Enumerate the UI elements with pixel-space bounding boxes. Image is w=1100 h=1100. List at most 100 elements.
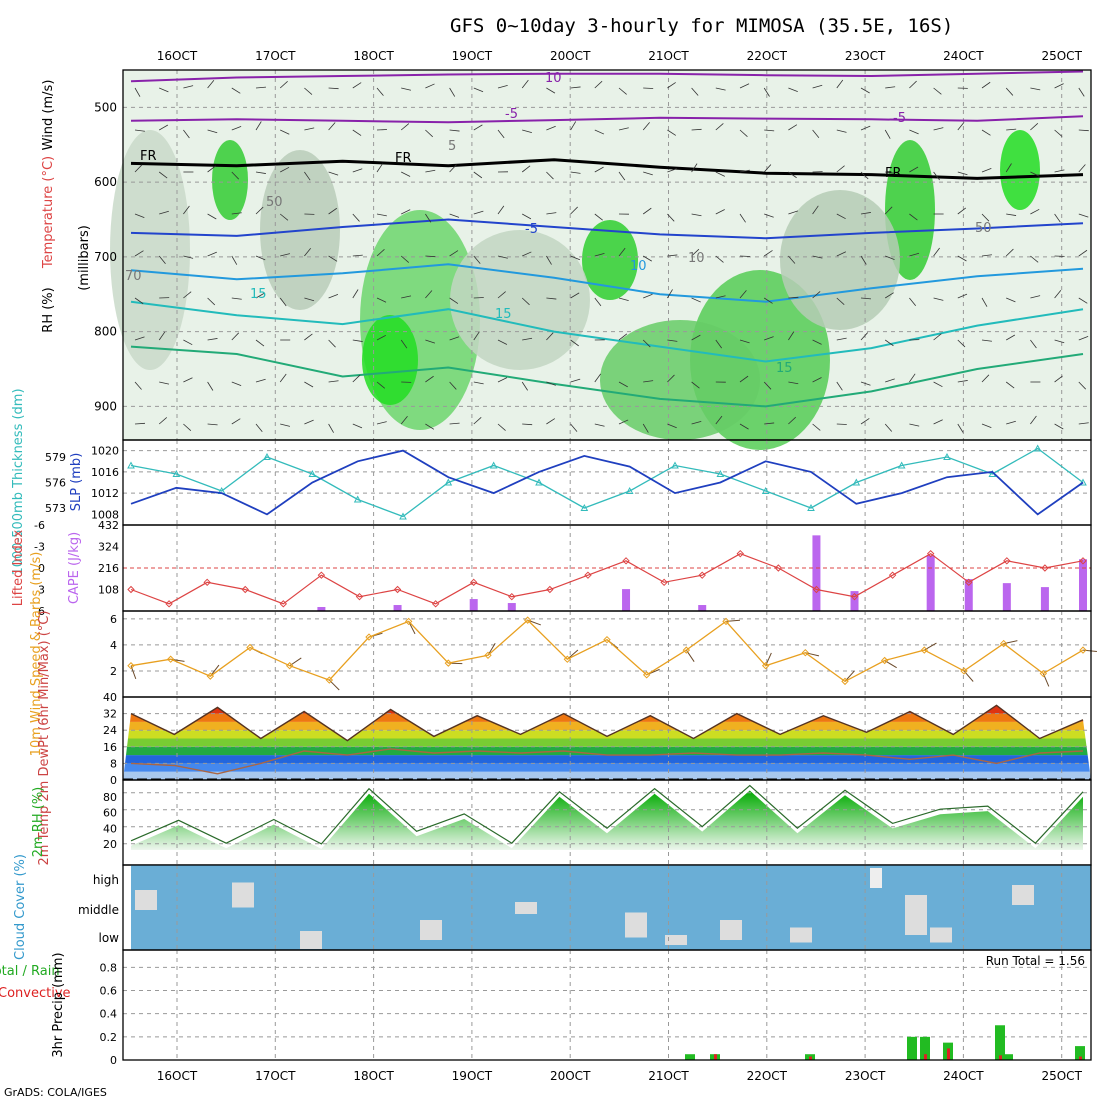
thickness-line-point [761, 486, 770, 494]
cloud-bar [420, 920, 442, 940]
wind-barb [352, 82, 362, 89]
wind-barb [691, 334, 701, 341]
axis-label-rh2m: 2m RH (%) [31, 787, 46, 858]
cape-bar [317, 607, 326, 611]
wind-barb [788, 171, 797, 179]
wind-barb [570, 206, 578, 215]
wind-barb [425, 213, 432, 223]
wind-barb [255, 171, 266, 174]
wind-barb [255, 206, 264, 215]
cape-bar [507, 603, 516, 611]
contour-label: 50 [266, 195, 283, 210]
wind-barb [739, 255, 751, 257]
wind-barb [352, 339, 363, 342]
wind-barb [885, 171, 896, 174]
thickness-line-point [535, 478, 543, 486]
contour-label: 15 [250, 287, 267, 302]
wind-barb [860, 212, 871, 215]
wind-barb [618, 247, 626, 257]
wind10m-line-point [365, 633, 373, 641]
wind-barb [788, 381, 799, 385]
chart-title: GFS 0~10day 3-hourly for MIMOSA (35.5E, … [450, 15, 953, 37]
wind-barb [933, 297, 944, 301]
y-tick-label: 20 [103, 838, 117, 851]
y-tick-label: 32 [103, 708, 117, 721]
y-tick-label: 80 [103, 791, 117, 804]
wind-barb [449, 422, 460, 425]
wind-barb [231, 297, 242, 300]
wind-barb [594, 129, 605, 135]
wind-barb [158, 331, 166, 341]
lifted-index-line-point [1003, 557, 1011, 565]
wind-barb [207, 213, 217, 220]
wind-barb [812, 339, 822, 345]
cloud-bar [135, 890, 157, 910]
wind-barb [739, 83, 750, 89]
wind-barb [957, 380, 968, 383]
lifted-index-line-point [1079, 557, 1087, 565]
slp-line [130, 449, 1084, 516]
y-tick-label: -3 [34, 541, 45, 554]
wind-barb [473, 171, 483, 179]
wind-barb [763, 164, 772, 173]
isotherm-15 [130, 300, 1084, 363]
cape-bar [850, 591, 859, 611]
wind-barb [546, 332, 554, 341]
x-tick-label-top: 18OCT [353, 49, 394, 63]
wind-barb [764, 336, 774, 341]
wind-barb [618, 381, 628, 388]
wind-barb [836, 251, 847, 257]
wind-barb [304, 171, 311, 181]
wind-barb [642, 122, 650, 131]
wind-barb [376, 334, 387, 341]
wind-barb [884, 292, 894, 299]
wind-barb [328, 423, 334, 433]
wind-barb [739, 213, 746, 223]
wind-barb [1078, 381, 1087, 390]
wind-barb [1078, 336, 1089, 341]
wind-barb [763, 250, 773, 257]
wind-barb [788, 210, 799, 215]
wind-barb [909, 373, 916, 383]
isotherm-10 [130, 263, 1084, 303]
wind-barb [449, 213, 460, 218]
contour-label: 70 [125, 269, 142, 284]
wind-barb [860, 381, 871, 386]
temperature-line [130, 704, 1084, 742]
wind-barb [231, 87, 241, 94]
wind-barb [159, 210, 169, 215]
thickness-line [130, 447, 1084, 518]
wind10m-line-point [563, 655, 572, 663]
wind-barb [1054, 169, 1065, 173]
wind-barb [812, 205, 819, 215]
wind-barb [1078, 249, 1088, 257]
precip-total-bar [907, 1036, 917, 1060]
x-tick-label-top: 25OCT [1041, 49, 1082, 63]
cloud-bar [790, 927, 812, 943]
lifted-index-line [130, 552, 1084, 605]
lifted-index-line-point [850, 592, 859, 601]
wind-barb [909, 297, 917, 307]
wind-barb [497, 205, 505, 215]
wind-barb [255, 292, 265, 299]
precip-convective-bar [999, 1055, 1002, 1060]
wind10m-line-point [285, 662, 294, 670]
wind-barb [546, 297, 557, 300]
wind10m-line-point [1079, 646, 1087, 654]
x-tick-label-top: 20OCT [550, 49, 591, 63]
wind-barb [400, 123, 410, 131]
wind-barb [522, 423, 533, 426]
y-tick-label: 700 [94, 250, 117, 264]
wind-barb [401, 171, 411, 177]
y-tick-label: high [93, 873, 119, 887]
wind-barb [473, 297, 484, 299]
lifted-index-line-point [736, 549, 744, 558]
wind-barb [183, 291, 192, 299]
axis-label-total-rain: Total / Rain [0, 964, 60, 979]
y-tick-label: 432 [98, 519, 119, 532]
wind-barb [1005, 381, 1015, 389]
wind-barb [449, 250, 459, 257]
wind10m-line-point [127, 662, 135, 670]
wind-barb [183, 339, 193, 346]
wind-barb [618, 127, 629, 131]
